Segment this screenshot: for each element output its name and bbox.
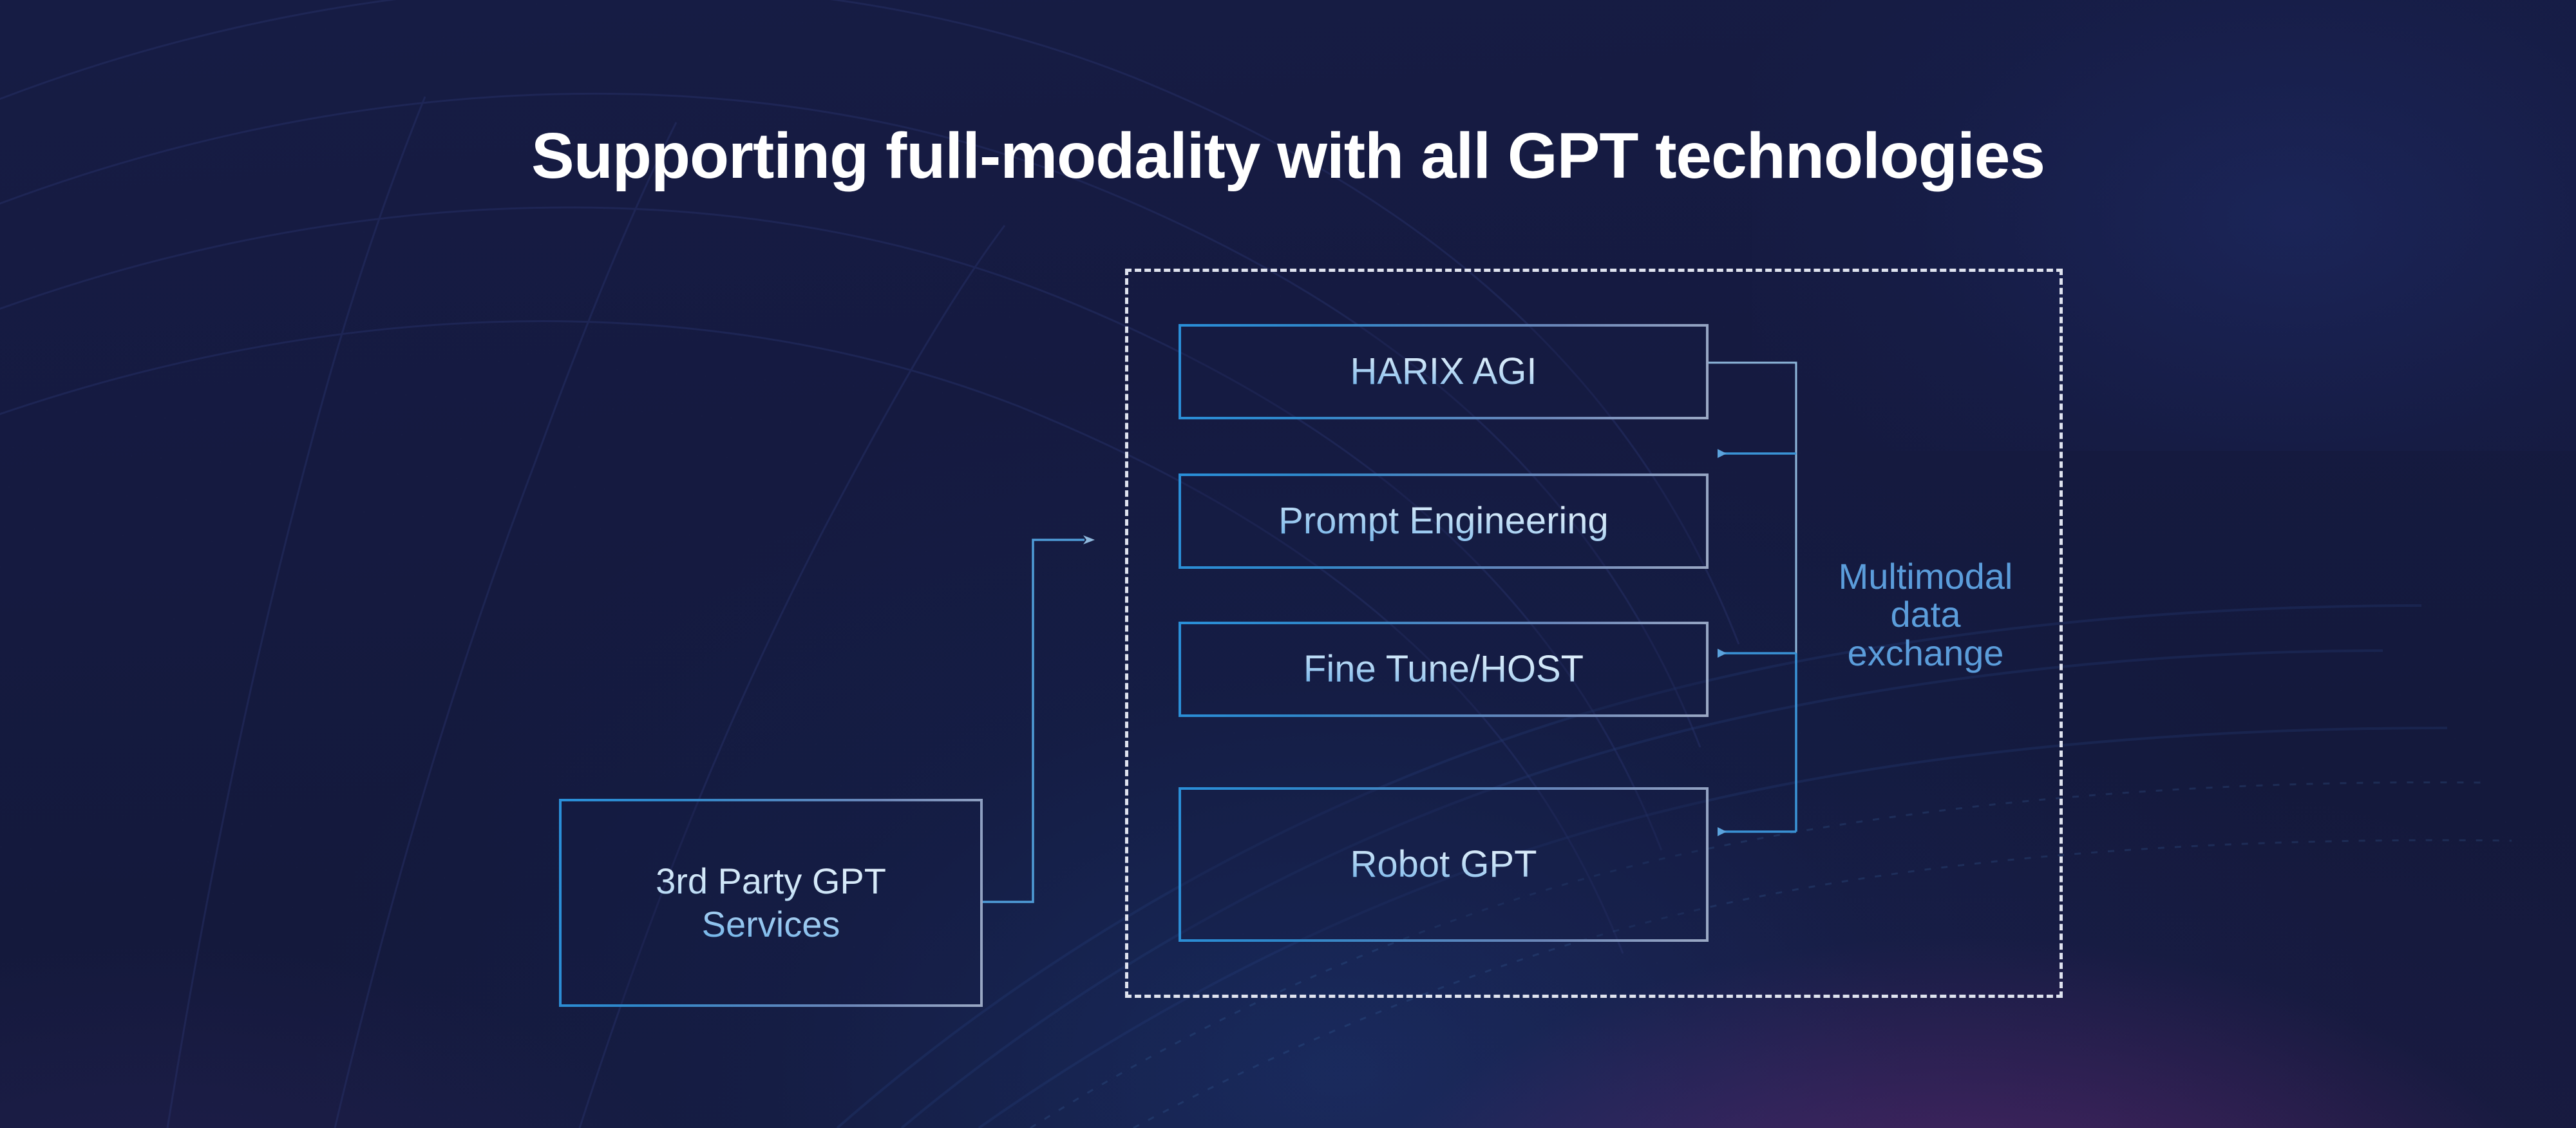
node-robot-gpt-label: Robot GPT [1350, 843, 1537, 886]
node-prompt-engineering-label: Prompt Engineering [1278, 499, 1609, 543]
node-third-party-gpt-services[interactable]: 3rd Party GPT Services [559, 799, 983, 1007]
dashed-group-boundary [1125, 269, 2063, 998]
node-harix-agi[interactable]: HARIX AGI [1179, 324, 1709, 419]
node-fine-tune-host[interactable]: Fine Tune/HOST [1179, 622, 1709, 717]
node-fine-tune-host-label: Fine Tune/HOST [1303, 647, 1584, 691]
page-title: Supporting full-modality with all GPT te… [531, 120, 2045, 192]
multimodal-data-exchange-caption: Multimodal data exchange [1838, 556, 2013, 673]
node-prompt-engineering[interactable]: Prompt Engineering [1179, 473, 1709, 569]
node-third-party-gpt-services-label: 3rd Party GPT Services [656, 860, 886, 945]
node-robot-gpt[interactable]: Robot GPT [1179, 787, 1709, 942]
node-harix-agi-label: HARIX AGI [1350, 350, 1537, 394]
